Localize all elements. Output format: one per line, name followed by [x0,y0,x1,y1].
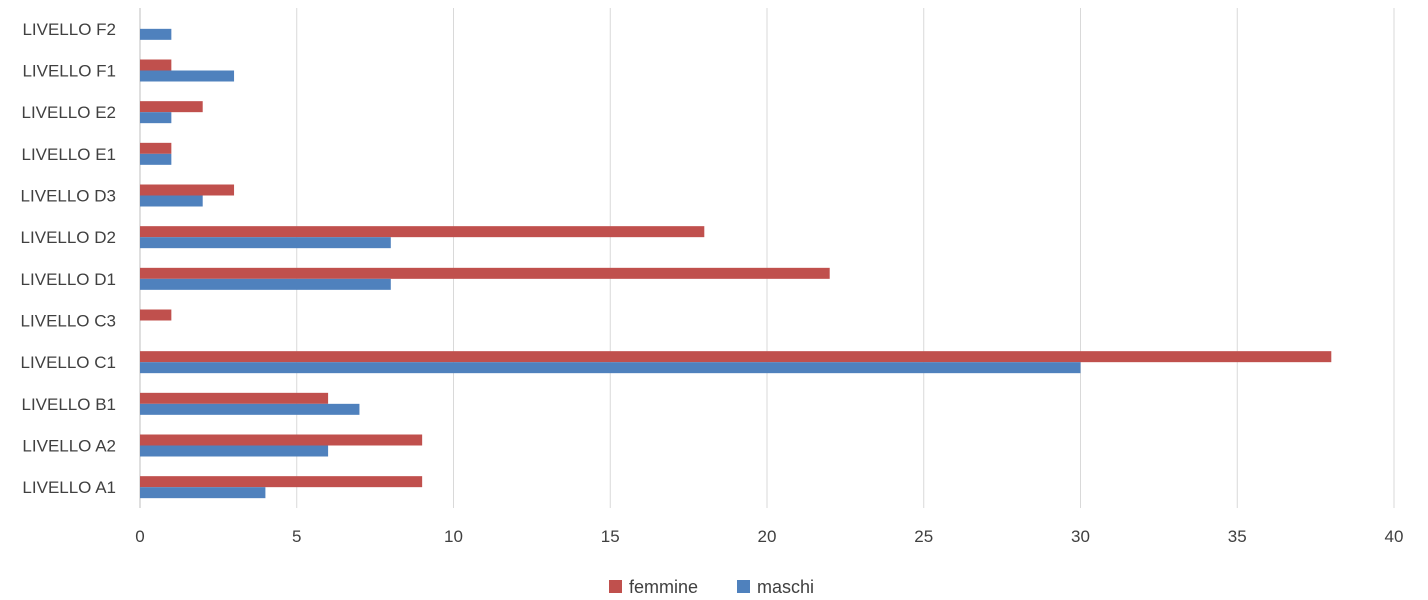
bar-maschi [140,28,172,40]
category-label: LIVELLO E2 [21,103,116,122]
x-tick-label: 5 [292,527,301,546]
category-label: LIVELLO F2 [22,20,116,39]
legend: femmine maschi [609,577,814,597]
category-label: LIVELLO E1 [21,145,116,164]
x-tick-label: 0 [135,527,144,546]
category-label: LIVELLO C3 [21,312,116,331]
bar-maschi [140,487,266,499]
category-label: LIVELLO D2 [21,228,116,247]
bar-maschi [140,153,172,165]
bar-femmine [140,351,1332,363]
category-label: LIVELLO F1 [22,62,116,81]
category-label: LIVELLO D1 [21,270,116,289]
bar-femmine [140,184,235,196]
category-label: LIVELLO B1 [21,395,116,414]
bar-femmine [140,59,172,71]
bar-maschi [140,112,172,124]
category-label: LIVELLO A2 [22,437,116,456]
bar-femmine [140,142,172,154]
bar-maschi [140,195,203,207]
bar-maschi [140,278,391,290]
bar-femmine [140,392,329,404]
bar-maschi [140,445,329,457]
bar-femmine [140,434,423,446]
bar-femmine [140,476,423,488]
bar-maschi [140,70,235,82]
legend-label-femmine: femmine [629,577,698,597]
x-tick-label: 10 [444,527,463,546]
category-label: LIVELLO C1 [21,353,116,372]
x-tick-label: 15 [601,527,620,546]
bar-maschi [140,362,1081,374]
bar-femmine [140,309,172,321]
category-label: LIVELLO D3 [21,187,116,206]
legend-swatch-maschi [737,580,750,593]
category-labels: LIVELLO A1 LIVELLO A2 LIVELLO B1 LIVELLO C1… [21,20,116,497]
bar-femmine [140,101,203,113]
gridlines [139,8,1395,508]
bars [140,28,1332,499]
bar-maschi [140,403,360,415]
bar-femmine [140,226,705,238]
x-axis-tick-labels: 0 5 10 15 20 25 30 35 40 [135,527,1403,546]
category-label: LIVELLO A1 [22,478,116,497]
x-tick-label: 20 [758,527,777,546]
x-tick-label: 30 [1071,527,1090,546]
bar-femmine [140,267,830,279]
x-tick-label: 40 [1385,527,1404,546]
x-tick-label: 35 [1228,527,1247,546]
legend-swatch-femmine [609,580,622,593]
legend-label-maschi: maschi [757,577,814,597]
bar-maschi [140,237,391,249]
x-tick-label: 25 [914,527,933,546]
